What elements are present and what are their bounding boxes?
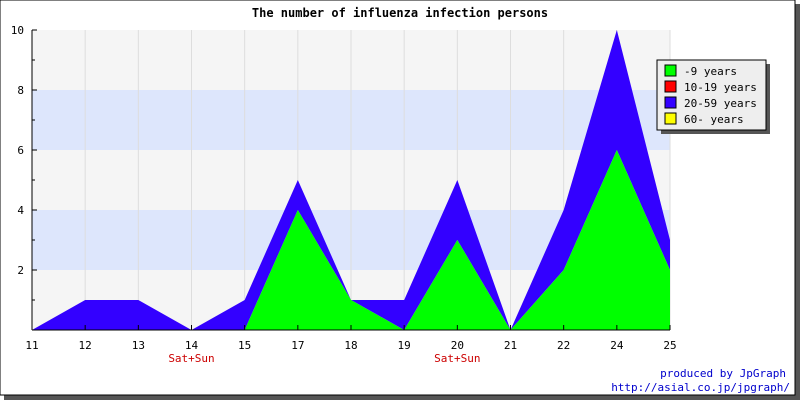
x-tick-label: 25 <box>663 339 676 352</box>
y-tick-label: 10 <box>11 24 24 37</box>
weekend-labels: Sat+Sun Sat+Sun <box>168 352 480 365</box>
jpgraph-url-link[interactable]: http://asial.co.jp/jpgraph/ <box>611 381 790 394</box>
x-tick-label: 13 <box>132 339 145 352</box>
area-series-1 <box>32 150 670 330</box>
area-series-group <box>32 30 670 330</box>
legend-label: 20-59 years <box>684 97 757 110</box>
x-tick-label: 21 <box>504 339 517 352</box>
x-tick-label: 22 <box>557 339 570 352</box>
legend-swatch <box>664 64 677 77</box>
axes <box>31 29 671 331</box>
x-tick-labels: 11 12 13 14 15 17 18 19 20 21 22 24 25 <box>25 339 676 352</box>
legend-swatch <box>664 80 677 93</box>
x-tick-label: 14 <box>185 339 199 352</box>
x-tick-label: 20 <box>451 339 464 352</box>
y-tick-label: 4 <box>17 204 24 217</box>
weekend-label: Sat+Sun <box>168 352 214 365</box>
legend-label: -9 years <box>684 65 737 78</box>
produced-by-text: produced by JpGraph <box>660 367 786 380</box>
legend: -9 years 10-19 years 20-59 years 60- years <box>656 59 770 134</box>
chart-title: The number of influenza infection person… <box>252 6 548 20</box>
x-tick-label: 15 <box>238 339 251 352</box>
x-tick-label: 11 <box>25 339 38 352</box>
legend-swatch <box>664 96 677 109</box>
y-tick-label: 8 <box>17 84 24 97</box>
x-tick-label: 19 <box>398 339 411 352</box>
legend-label: 10-19 years <box>684 81 757 94</box>
area-series-3 <box>32 30 670 330</box>
x-tick-label: 17 <box>291 339 304 352</box>
legend-swatch <box>664 112 677 125</box>
x-tick-label: 18 <box>344 339 357 352</box>
x-tick-label: 24 <box>610 339 624 352</box>
y-tick-label: 2 <box>17 264 24 277</box>
x-tick-label: 12 <box>79 339 92 352</box>
y-tick-labels: 2 4 6 8 10 <box>11 24 25 277</box>
legend-label: 60- years <box>684 113 744 126</box>
weekend-label: Sat+Sun <box>434 352 480 365</box>
y-tick-label: 6 <box>17 144 24 157</box>
